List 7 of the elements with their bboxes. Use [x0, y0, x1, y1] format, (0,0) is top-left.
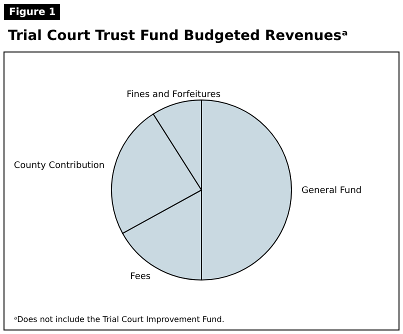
slice-label: Fines and Forfeitures: [126, 90, 221, 100]
slice-label: County Contribution: [14, 161, 105, 172]
chart-title: Trial Court Trust Fund Budgeted Revenuesᵃ: [8, 28, 348, 44]
caption: Figure 1: [9, 7, 56, 18]
slice-label: General Fund: [302, 186, 362, 196]
slice-label: Fees: [130, 272, 151, 282]
text: ᵃDoes not include the Trial Court Improvement Fund.: [14, 315, 224, 324]
